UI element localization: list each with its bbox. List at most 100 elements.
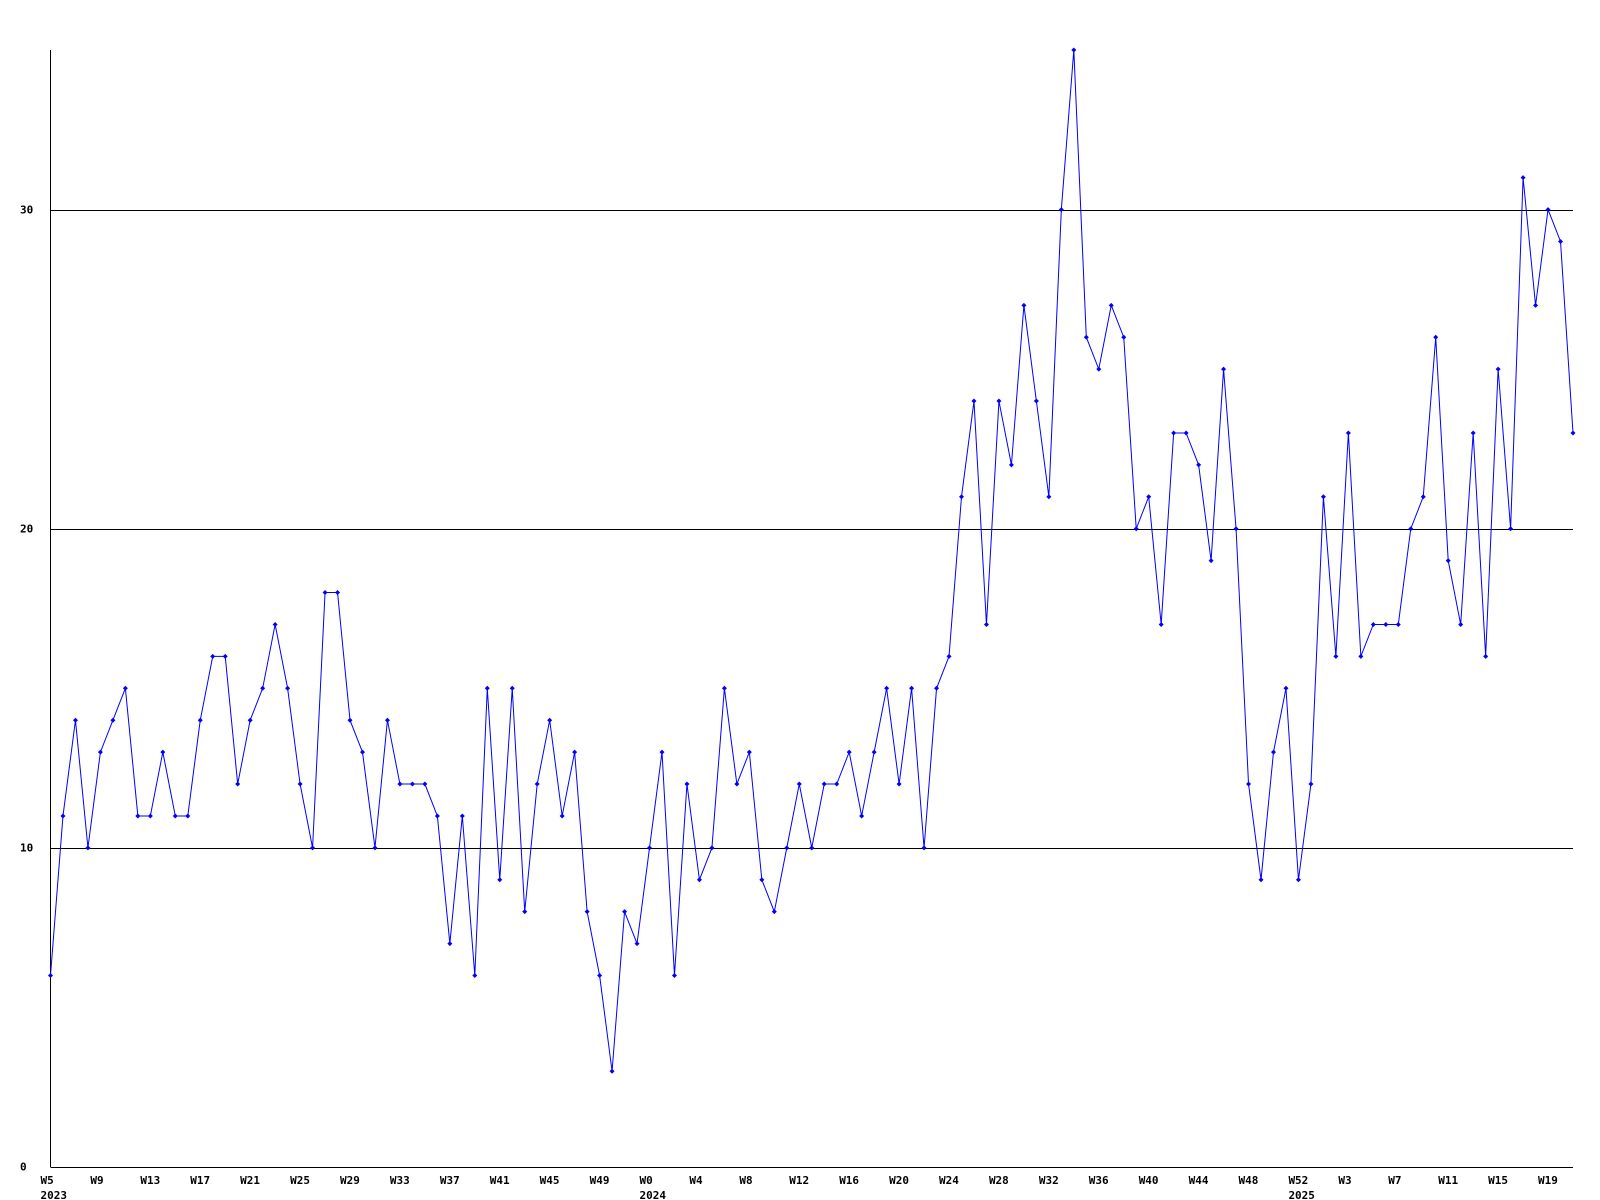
x-tick-label: W8	[739, 1174, 752, 1187]
data-point	[335, 590, 341, 596]
data-point	[1345, 430, 1351, 436]
data-point	[1258, 877, 1264, 883]
data-point	[559, 813, 565, 819]
data-point	[397, 781, 403, 787]
data-point	[1283, 685, 1289, 691]
data-point	[1146, 494, 1152, 500]
y-tick-label: 30	[20, 204, 33, 217]
data-point	[1520, 175, 1526, 181]
data-point	[110, 717, 116, 723]
data-point	[409, 781, 415, 787]
data-point	[459, 813, 465, 819]
data-point	[1071, 47, 1077, 53]
data-point	[934, 685, 940, 691]
data-point	[1171, 430, 1177, 436]
x-tick-label: W11	[1438, 1174, 1458, 1187]
x-tick-label: W36	[1089, 1174, 1109, 1187]
data-point	[846, 749, 852, 755]
data-point	[135, 813, 141, 819]
data-point	[534, 781, 540, 787]
data-point	[210, 653, 216, 659]
data-point	[572, 749, 578, 755]
data-point	[1383, 621, 1389, 627]
data-point	[1333, 653, 1339, 659]
data-point	[834, 781, 840, 787]
data-point	[983, 621, 989, 627]
data-point	[197, 717, 203, 723]
data-point	[60, 813, 66, 819]
x-tick-label: W20	[889, 1174, 909, 1187]
data-point	[260, 685, 266, 691]
data-point	[996, 398, 1002, 404]
data-point	[235, 781, 241, 787]
data-point	[1121, 334, 1127, 340]
data-line	[50, 49, 1574, 1072]
x-tick-label: W29	[340, 1174, 360, 1187]
x-tick-label: W25	[290, 1174, 310, 1187]
x-tick-label: W17	[190, 1174, 210, 1187]
data-point	[310, 845, 316, 851]
data-point	[285, 685, 291, 691]
data-point	[97, 749, 103, 755]
data-point	[48, 973, 53, 979]
x-tick-label: W3	[1338, 1174, 1351, 1187]
data-point	[859, 813, 865, 819]
data-point	[1208, 558, 1214, 564]
data-point	[597, 973, 603, 979]
data-point	[884, 685, 890, 691]
data-point	[971, 398, 977, 404]
x-tick-label: W28	[989, 1174, 1009, 1187]
x-tick-label: W15	[1488, 1174, 1508, 1187]
x-tick-label: W41	[490, 1174, 510, 1187]
data-point	[484, 685, 490, 691]
data-point	[347, 717, 353, 723]
data-point	[522, 909, 528, 915]
data-point	[1021, 302, 1027, 308]
data-point	[1046, 494, 1052, 500]
data-point	[1033, 398, 1039, 404]
data-point	[359, 749, 365, 755]
data-point	[1433, 334, 1439, 340]
data-point	[1270, 749, 1276, 755]
data-point	[784, 845, 790, 851]
x-tick-label: W49	[590, 1174, 610, 1187]
x-tick-label: W48	[1239, 1174, 1259, 1187]
x-tick-label: W40	[1139, 1174, 1159, 1187]
y-tick-label: 20	[20, 523, 33, 536]
y-tick-label: 0	[20, 1161, 27, 1174]
data-point	[1196, 462, 1202, 468]
x-tick-label: W0	[640, 1174, 653, 1187]
data-point	[1096, 366, 1102, 372]
data-point	[122, 685, 128, 691]
data-point	[1445, 558, 1451, 564]
x-tick-label: W44	[1189, 1174, 1209, 1187]
data-point	[1058, 207, 1064, 213]
data-point	[1221, 366, 1227, 372]
year-label: 2024	[640, 1189, 667, 1200]
data-point	[709, 845, 715, 851]
x-tick-label: W24	[939, 1174, 959, 1187]
year-label: 2025	[1288, 1189, 1315, 1200]
data-point	[1108, 302, 1114, 308]
data-point	[871, 749, 877, 755]
data-point	[1495, 366, 1501, 372]
data-point	[509, 685, 515, 691]
data-point	[1395, 621, 1401, 627]
data-point	[422, 781, 428, 787]
data-point	[297, 781, 303, 787]
data-point	[1370, 621, 1376, 627]
year-label: 2023	[41, 1189, 68, 1200]
data-point	[1183, 430, 1189, 436]
data-point	[160, 749, 166, 755]
data-point	[584, 909, 590, 915]
data-point	[1295, 877, 1301, 883]
x-tick-label: W9	[90, 1174, 103, 1187]
x-tick-label: W4	[689, 1174, 703, 1187]
data-point	[746, 749, 752, 755]
data-point	[85, 845, 91, 851]
data-point	[909, 685, 915, 691]
x-tick-label: W5	[41, 1174, 54, 1187]
x-tick-label: W19	[1538, 1174, 1558, 1187]
data-point	[721, 685, 727, 691]
